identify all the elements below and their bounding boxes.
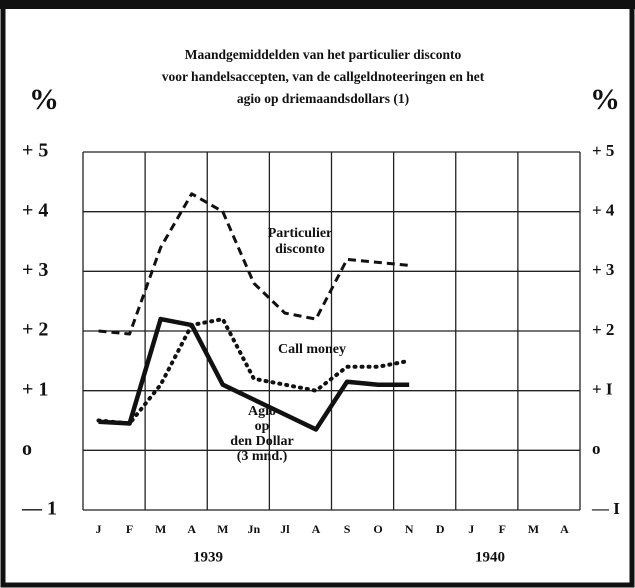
x-tick-label: F (499, 522, 506, 536)
series-line (98, 192, 410, 336)
year-label: 1939 (193, 549, 223, 565)
y2-tick-label: + 4 (592, 201, 615, 220)
chart-title: voor handelsaccepten, van de callgeldnot… (162, 69, 485, 84)
x-tick-label: D (436, 522, 445, 536)
x-tick-label: Jl (280, 522, 290, 536)
x-tick-label: Jn (248, 522, 261, 536)
x-tick-label: M (528, 522, 539, 536)
x-tick-label: A (560, 522, 569, 536)
series-label: op (255, 419, 270, 434)
x-tick-label: S (344, 522, 351, 536)
x-tick-label: O (373, 522, 382, 536)
x-tick-label: F (126, 522, 133, 536)
x-tick-label: M (155, 522, 166, 536)
y-tick-label: + 3 (22, 259, 48, 281)
x-tick-label: J (96, 522, 102, 536)
series-label: den Dollar (230, 434, 293, 449)
series-label: Call money (278, 342, 346, 357)
y-tick-label: o (22, 438, 32, 460)
x-tick-label: M (217, 522, 228, 536)
y2-unit: % (590, 83, 620, 116)
chart-title: agio op driemaandsdollars (1) (237, 91, 409, 106)
series-line (98, 316, 410, 432)
series-label: Particulier (268, 226, 333, 241)
y-tick-label: + 2 (22, 319, 48, 341)
y2-tick-label: o (592, 439, 601, 458)
chart-title: Maandgemiddelden van het particulier dis… (185, 47, 462, 62)
y-tick-label: — 1 (21, 498, 57, 520)
y-tick-label: + 4 (22, 199, 48, 221)
y-tick-label: + 5 (22, 140, 48, 162)
series-line (96, 317, 412, 426)
series-label: Agio (248, 404, 276, 419)
y2-tick-label: + 3 (592, 260, 614, 279)
y2-tick-label: — I (591, 499, 620, 518)
y-tick-label: + 1 (22, 378, 48, 400)
x-tick-label: A (312, 522, 321, 536)
x-tick-label: N (405, 522, 414, 536)
year-label: 1940 (475, 549, 505, 565)
y2-tick-label: + I (592, 380, 613, 399)
y2-tick-label: + 2 (592, 320, 614, 339)
series-label: disconto (275, 242, 325, 257)
y-unit: % (29, 83, 59, 116)
y2-tick-label: + 5 (592, 141, 614, 160)
x-tick-label: J (468, 522, 474, 536)
series-label: (3 mnd.) (237, 449, 288, 464)
x-tick-label: A (187, 522, 196, 536)
